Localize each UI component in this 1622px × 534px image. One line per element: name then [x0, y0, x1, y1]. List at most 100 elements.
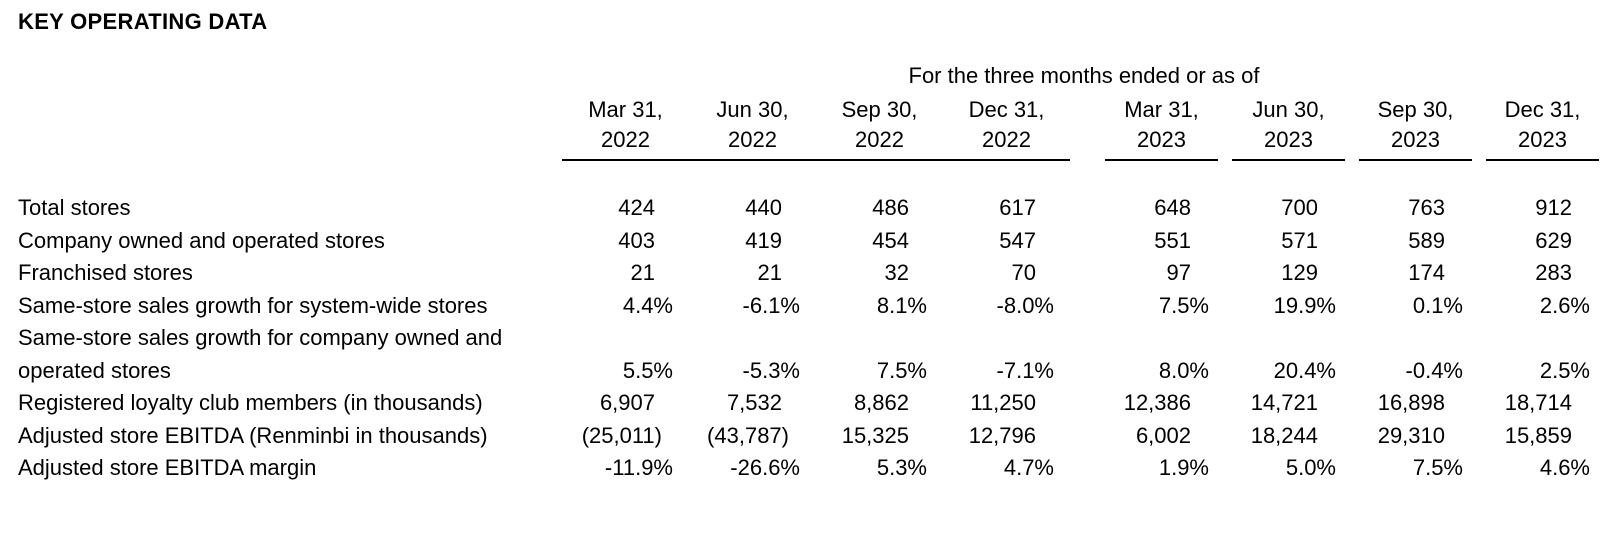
cell: 589: [1408, 227, 1445, 253]
cell: 18,244: [1250, 422, 1318, 448]
cell: 454: [872, 227, 909, 253]
column-month: Jun 30,: [1252, 97, 1325, 122]
table-row: Company owned and operated stores 403 41…: [18, 225, 1622, 258]
cell: 15,859: [1504, 422, 1572, 448]
cell: 18,714: [1504, 390, 1572, 415]
table-row: Registered loyalty club members (in thou…: [18, 387, 1622, 420]
cell: 547: [999, 227, 1036, 253]
table-body: Total stores 424 440 486 617 648 700 763…: [18, 192, 1622, 485]
column-header: Jun 30, 2023: [1225, 95, 1352, 161]
cell: 648: [1154, 195, 1191, 220]
column-group-gap: [1070, 257, 1098, 290]
cell: 14,721: [1250, 390, 1318, 415]
cell: 403: [618, 227, 655, 253]
cell: 5.5%: [622, 357, 673, 383]
cell: -5.3%: [742, 357, 800, 383]
column-header: Dec 31, 2023: [1479, 95, 1606, 161]
cell: 32: [884, 260, 909, 285]
cell: 29,310: [1377, 422, 1445, 448]
cell: -8.0%: [996, 292, 1054, 318]
table-header-row: Mar 31, 2022 Jun 30, 2022 Sep 30, 2022 Dec …: [18, 95, 1622, 161]
table-row: Total stores 424 440 486 617 648 700 763…: [18, 192, 1622, 225]
cell: 6,907: [599, 390, 655, 415]
column-year: 2022: [982, 127, 1031, 152]
column-group-gap: [1070, 420, 1098, 453]
column-header: Jun 30, 2022: [689, 95, 816, 161]
cell: 8,862: [853, 390, 909, 415]
column-group-gap: [1070, 387, 1098, 420]
cell: 1.9%: [1158, 455, 1209, 480]
cell: (25,011): [581, 422, 662, 448]
period-group-header: For the three months ended or as of: [908, 63, 1260, 88]
column-year: 2022: [855, 127, 904, 152]
cell: 7.5%: [1158, 292, 1209, 318]
cell: 629: [1535, 227, 1572, 253]
column-year: 2022: [601, 127, 650, 152]
column-year: 2023: [1391, 127, 1440, 152]
cell: 4.4%: [622, 292, 673, 318]
column-month: Sep 30,: [1377, 97, 1454, 122]
cell: 15,325: [841, 422, 909, 448]
cell: 763: [1408, 195, 1445, 220]
column-month: Mar 31,: [588, 97, 663, 122]
cell: 11,250: [970, 390, 1036, 415]
table-row: Same-store sales growth for system-wide …: [18, 290, 1622, 323]
table-row: Adjusted store EBITDA margin -11.9% -26.…: [18, 452, 1622, 485]
cell: 2.5%: [1539, 357, 1590, 383]
cell: 440: [745, 195, 782, 220]
cell: 283: [1535, 260, 1572, 285]
cell: 16,898: [1377, 390, 1445, 415]
column-year: 2023: [1518, 127, 1567, 152]
row-label: Franchised stores: [18, 260, 193, 285]
cell: 8.0%: [1158, 357, 1209, 383]
cell: -11.9%: [604, 455, 673, 480]
cell: 424: [618, 195, 655, 220]
column-month: Dec 31,: [1504, 97, 1581, 122]
cell: 5.3%: [876, 455, 927, 480]
table-row: Franchised stores 21 21 32 70 97 129 174…: [18, 257, 1622, 290]
column-month: Jun 30,: [716, 97, 789, 122]
column-year: 2022: [728, 127, 777, 152]
column-header: Dec 31, 2022: [943, 95, 1070, 161]
cell: 912: [1535, 195, 1572, 220]
header-label-spacer: [18, 95, 562, 161]
cell: 8.1%: [876, 292, 927, 318]
column-header: Sep 30, 2022: [816, 95, 943, 161]
column-group-gap: [1070, 225, 1098, 258]
document-page: KEY OPERATING DATA For the three months …: [18, 9, 1622, 485]
cell: 129: [1281, 260, 1318, 285]
cell: 20.4%: [1273, 357, 1336, 383]
column-month: Dec 31,: [968, 97, 1045, 122]
page-title: KEY OPERATING DATA: [18, 9, 268, 34]
column-month: Mar 31,: [1124, 97, 1199, 122]
row-label: Adjusted store EBITDA margin: [18, 455, 317, 480]
row-label-line: Same-store sales growth for company owne…: [18, 325, 503, 350]
cell: (43,787): [707, 422, 789, 448]
cell: 571: [1281, 227, 1318, 253]
cell: 70: [1011, 260, 1036, 285]
column-group-gap: [1070, 452, 1098, 485]
cell: 700: [1281, 195, 1318, 220]
cell: 6,002: [1135, 422, 1191, 448]
cell: -26.6%: [730, 455, 800, 480]
row-label: Total stores: [18, 195, 131, 220]
cell: 4.7%: [1003, 455, 1054, 480]
cell: 12,386: [1123, 390, 1191, 415]
cell: -6.1%: [742, 292, 800, 318]
row-label: Registered loyalty club members (in thou…: [18, 390, 483, 415]
column-month: Sep 30,: [841, 97, 918, 122]
cell: 19.9%: [1273, 292, 1336, 318]
cell: 7.5%: [1412, 455, 1463, 480]
column-year: 2023: [1264, 127, 1313, 152]
column-group-gap: [1070, 95, 1098, 161]
cell: 7,532: [726, 390, 782, 415]
column-group-gap: [1070, 290, 1098, 323]
cell: 4.6%: [1539, 455, 1590, 480]
column-header: Mar 31, 2022: [562, 95, 689, 161]
column-header: Mar 31, 2023: [1098, 95, 1225, 161]
cell: 0.1%: [1412, 292, 1463, 318]
cell: 7.5%: [876, 357, 927, 383]
cell: 21: [630, 260, 655, 285]
cell: 2.6%: [1539, 292, 1590, 318]
row-label: Adjusted store EBITDA (Renminbi in thous…: [18, 422, 488, 448]
